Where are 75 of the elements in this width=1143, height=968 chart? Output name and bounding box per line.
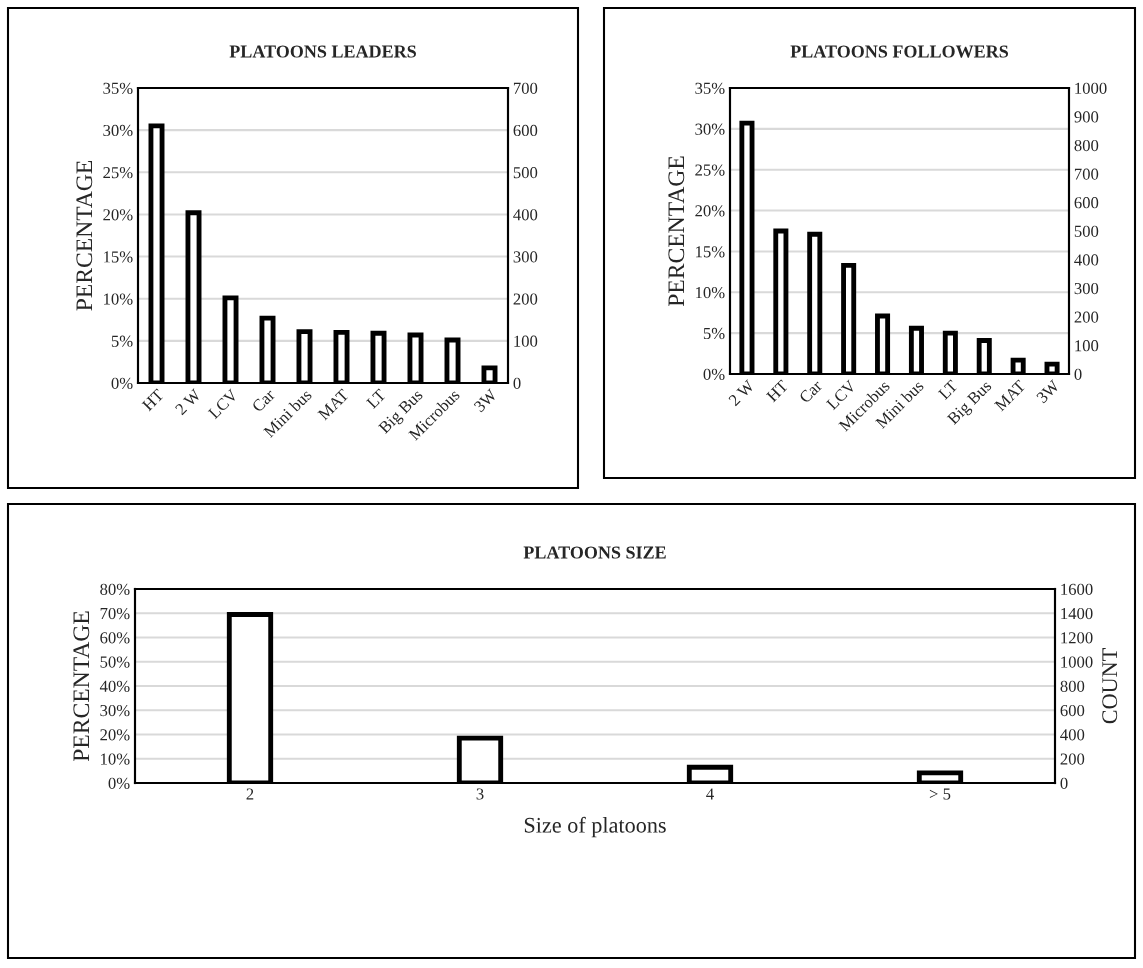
y-tick-label: 40% [99,680,130,692]
y2-tick-label: 400 [1074,254,1099,266]
y-tick-label: 10% [696,286,725,299]
x-tick-label: Car [251,388,276,413]
y-tick-label: 30% [695,123,725,135]
y2-tick-label: 100 [514,335,538,347]
y2-tick-label: 700 [513,82,538,94]
y-tick-label: 15% [696,246,725,258]
y-tick-label: 0% [108,777,130,789]
y-tick-label: 80% [100,583,130,595]
chart-title: PLATOONS SIZE [523,546,666,559]
x-tick-label: LT [937,379,959,401]
y2-axis-title: COUNT [1102,648,1118,724]
y-tick-label: 35% [695,82,725,94]
y2-tick-label: 600 [513,124,538,137]
x-tick-label: 2 [246,788,254,800]
y2-tick-label: 1600 [1061,583,1093,595]
y-tick-label: 15% [104,251,133,263]
y2-tick-label: 600 [1074,197,1099,209]
y2-tick-label: 500 [513,166,538,179]
y-tick-label: 30% [103,124,133,137]
y-tick-label: 20% [100,729,130,741]
x-tick-label: Car [798,379,823,404]
y2-tick-label: 700 [1074,168,1099,180]
y2-tick-label: 0 [1060,777,1068,789]
x-tick-label: 2 W [174,388,202,416]
y2-tick-label: 300 [513,251,538,263]
y2-tick-label: 800 [1074,139,1099,152]
y2-tick-label: 300 [1074,282,1099,295]
y-tick-label: 25% [695,164,725,176]
y2-tick-label: 100 [1075,340,1099,352]
y-tick-label: 5% [111,335,133,347]
y-tick-label: 30% [100,704,130,717]
y2-tick-label: 200 [1060,753,1085,765]
y-axis-title: PERCENTAGE [668,156,685,307]
y2-tick-label: 200 [1074,311,1099,323]
y-tick-label: 25% [103,166,133,179]
x-axis-title: Size of platoons [524,816,666,838]
y-tick-label: 20% [103,209,133,221]
y2-tick-label: 900 [1074,111,1099,123]
x-tick-label: 4 [706,788,714,800]
chart-title: PLATOONS LEADERS [229,45,416,58]
y-tick-label: 70% [100,607,130,620]
y-tick-label: 10% [101,753,130,765]
x-tick-label: 3W [1035,379,1061,404]
x-tick-label: 3 [476,788,484,800]
y2-tick-label: 0 [1074,368,1082,380]
y-axis-title: PERCENTAGE [73,611,90,762]
y-tick-label: 35% [103,82,133,94]
chart-title: PLATOONS FOLLOWERS [790,45,1009,58]
y-axis-title: PERCENTAGE [76,160,93,311]
y-tick-label: 10% [104,293,133,305]
y2-tick-label: 400 [1060,729,1085,741]
x-tick-label: 2 W [728,379,756,407]
y-tick-label: 5% [703,327,725,340]
y2-tick-label: 1000 [1075,82,1107,94]
y2-tick-label: 0 [513,377,521,389]
y-tick-label: 60% [100,632,130,644]
x-tick-label: > 5 [929,788,951,800]
y-tick-label: 50% [100,656,130,668]
y2-tick-label: 200 [513,293,538,305]
x-tick-label: 3W [473,388,498,413]
y-tick-label: 0% [703,368,725,380]
y2-tick-label: 1200 [1061,632,1093,644]
y2-tick-label: 400 [513,209,538,221]
x-tick-label: LT [365,388,387,410]
x-tick-label: HT [765,379,789,403]
y-tick-label: 0% [111,377,133,389]
y-tick-label: 20% [695,205,725,217]
y2-tick-label: 800 [1060,680,1085,692]
y2-tick-label: 1000 [1061,656,1093,668]
x-tick-label: HT [141,388,165,412]
y2-tick-label: 600 [1060,704,1085,717]
y2-tick-label: 1400 [1061,607,1093,620]
y2-tick-label: 500 [1074,225,1099,237]
